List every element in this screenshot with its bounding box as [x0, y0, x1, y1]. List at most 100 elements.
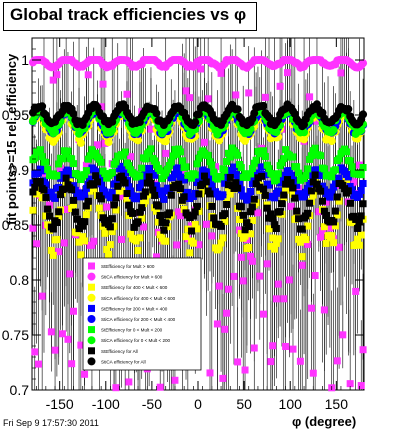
data-point: [103, 216, 111, 224]
data-point: [313, 117, 321, 125]
data-point: [121, 169, 129, 177]
y-tick-label: 0.9: [10, 162, 30, 178]
legend-label: StiCA efficiency for Mult > 600: [101, 275, 163, 280]
data-point: [108, 228, 116, 236]
data-point: [106, 241, 114, 249]
data-point: [145, 173, 153, 181]
data-point: [289, 184, 297, 192]
y-tick-label: 0.95: [2, 107, 29, 123]
data-point: [298, 253, 306, 261]
data-point: [306, 155, 314, 163]
data-point: [68, 171, 76, 179]
data-point: [140, 192, 148, 200]
data-point: [58, 330, 66, 338]
data-point: [221, 166, 229, 174]
data-point: [117, 172, 125, 180]
data-point: [147, 145, 155, 153]
data-point: [34, 360, 42, 368]
data-point: [36, 146, 44, 154]
data-point: [200, 138, 208, 146]
data-point: [93, 178, 101, 186]
data-point: [282, 186, 290, 194]
data-point: [215, 244, 223, 252]
data-point: [164, 165, 172, 173]
data-point: [153, 253, 160, 261]
data-point: [90, 181, 98, 189]
data-point: [88, 146, 96, 154]
data-point: [31, 154, 39, 162]
data-point: [311, 144, 319, 152]
data-point: [173, 241, 181, 249]
data-point: [252, 180, 260, 188]
data-point: [304, 222, 312, 230]
data-point: [341, 185, 349, 193]
data-point: [112, 158, 120, 166]
data-point: [188, 227, 196, 235]
data-point: [287, 202, 295, 210]
data-point: [250, 195, 258, 203]
data-point: [86, 175, 94, 183]
data-point: [105, 250, 113, 258]
data-point: [307, 187, 315, 195]
data-point: [206, 190, 214, 198]
data-point: [69, 109, 78, 118]
data-point: [282, 171, 290, 179]
data-point: [129, 209, 137, 217]
data-point: [317, 171, 325, 179]
data-point: [269, 342, 277, 350]
data-point: [123, 90, 131, 98]
data-point: [342, 148, 350, 156]
data-point: [204, 95, 212, 103]
data-point: [352, 287, 360, 295]
data-point: [136, 184, 144, 192]
data-point: [46, 212, 54, 220]
data-point: [320, 186, 328, 194]
data-point: [51, 194, 59, 202]
data-point: [188, 174, 196, 182]
data-point: [88, 241, 96, 249]
data-point: [29, 179, 37, 187]
data-point: [228, 167, 236, 175]
legend-marker: [87, 357, 96, 366]
data-point: [97, 180, 105, 188]
data-point: [62, 174, 70, 182]
data-point: [271, 194, 279, 202]
data-point: [68, 155, 76, 163]
data-point: [70, 201, 77, 209]
data-point: [319, 227, 326, 235]
legend-label: StiCA efficiency for 0 < Mult < 200: [101, 338, 171, 343]
data-point: [224, 181, 232, 189]
data-point: [99, 80, 107, 88]
data-point: [254, 174, 262, 182]
data-point: [60, 239, 68, 247]
data-point: [331, 166, 339, 174]
data-point: [38, 292, 46, 300]
data-point: [77, 251, 85, 259]
data-point: [206, 369, 214, 377]
data-point: [191, 171, 199, 179]
data-point: [348, 163, 356, 171]
data-point: [152, 109, 161, 118]
data-point: [250, 344, 258, 352]
data-point: [300, 193, 308, 201]
data-point: [143, 179, 151, 187]
data-point: [119, 192, 127, 200]
data-point: [293, 163, 301, 171]
data-point: [248, 180, 256, 188]
data-point: [346, 199, 354, 207]
data-point: [160, 195, 168, 203]
data-point: [191, 118, 200, 127]
data-point: [247, 208, 255, 216]
data-point: [42, 158, 50, 166]
data-point: [259, 101, 268, 110]
data-point: [125, 378, 133, 386]
data-point: [285, 276, 293, 284]
legend-marker: [88, 304, 95, 312]
data-point: [151, 191, 159, 199]
data-point: [40, 190, 48, 198]
y-tick-label: 0.7: [10, 382, 30, 398]
data-point: [230, 163, 238, 171]
data-point: [357, 171, 365, 179]
data-point: [68, 360, 76, 368]
data-point: [184, 188, 192, 196]
